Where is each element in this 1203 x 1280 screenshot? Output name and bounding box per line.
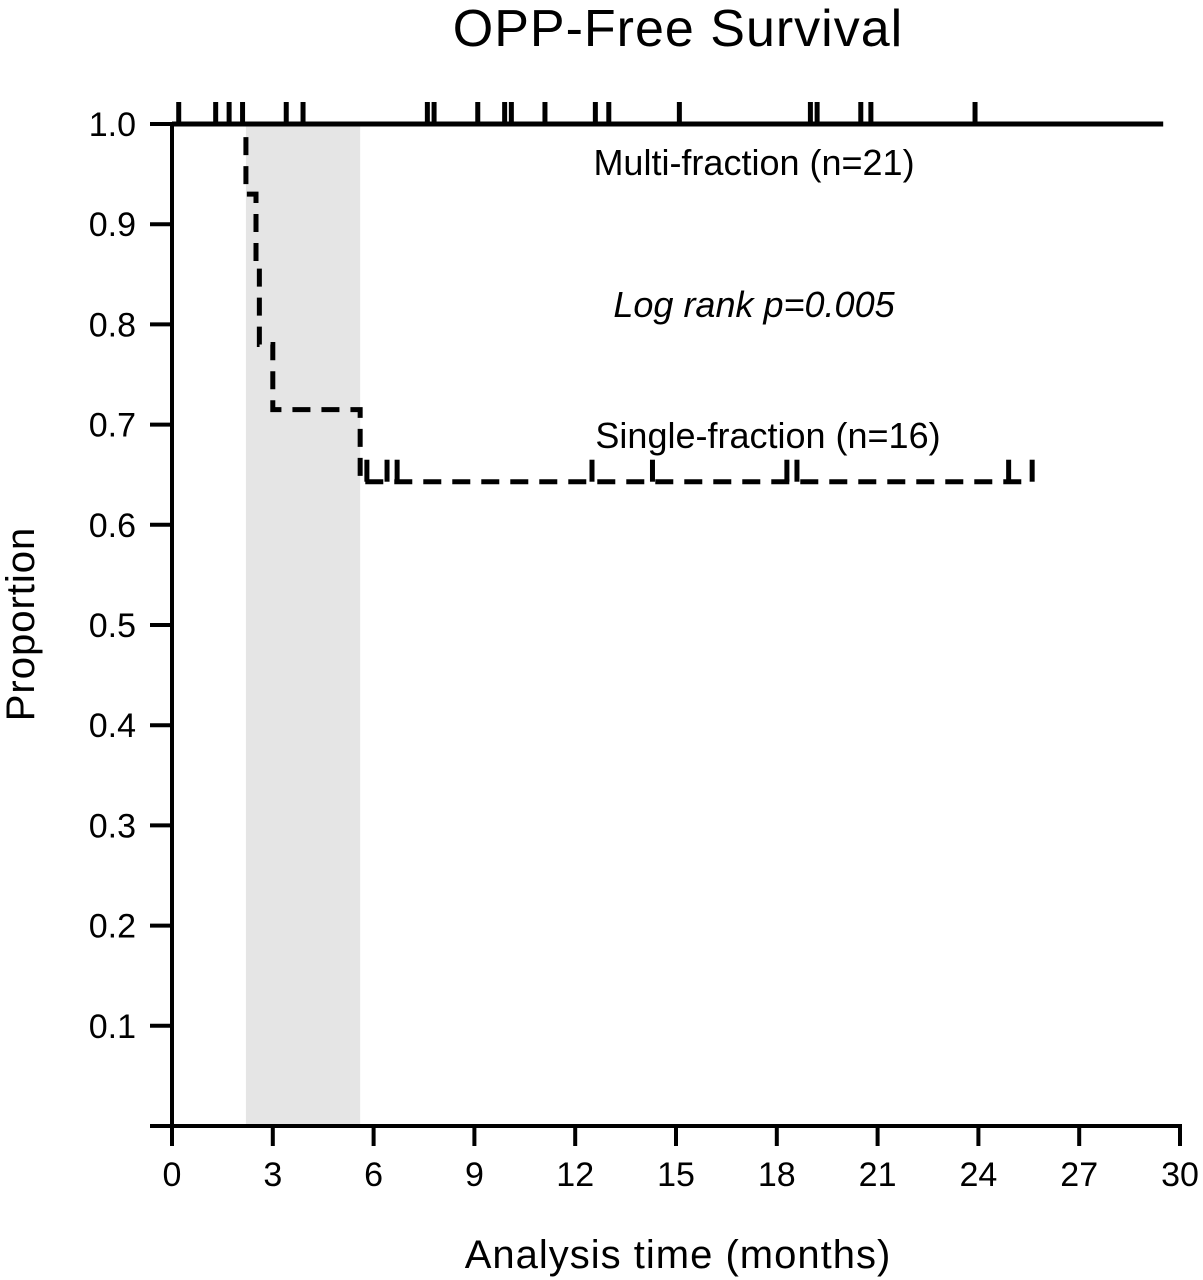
x-tick-label: 27: [1060, 1156, 1098, 1194]
shaded-region: [245, 124, 361, 1126]
plot-area: 0 3 6 9 12 15 18 21 24 27 30 0.1 0.2 0.3 0.4 0.5 0.6 0.7…: [89, 102, 1199, 1194]
y-tick-label: 0.3: [89, 807, 136, 845]
x-tick-label: 6: [364, 1156, 383, 1194]
series-1: [172, 102, 1164, 127]
chart-title: OPP-Free Survival: [453, 0, 903, 58]
y-tick-label: 0.7: [89, 407, 136, 445]
x-ticks: 0 3 6 9 12 15 18 21 24 27 30: [163, 1126, 1199, 1194]
series-layer: [172, 102, 1164, 485]
x-axis-title: Analysis time (months): [465, 1233, 892, 1277]
x-tick-label: 18: [758, 1156, 796, 1194]
annotation-log-rank: Log rank p=0.005: [613, 284, 895, 325]
x-tick-label: 3: [263, 1156, 282, 1194]
x-tick-label: 21: [859, 1156, 897, 1194]
y-ticks: 0.1 0.2 0.3 0.4 0.5 0.6 0.7 0.8 0.9 1.0: [89, 106, 172, 1046]
y-tick-label: 0.8: [89, 306, 136, 344]
y-tick-label: 1.0: [89, 106, 136, 144]
y-axis-title: Proportion: [0, 527, 43, 722]
x-tick-label: 15: [657, 1156, 695, 1194]
y-tick-label: 0.4: [89, 707, 136, 745]
x-tick-label: 0: [163, 1156, 182, 1194]
y-tick-label: 0.9: [89, 206, 136, 244]
x-tick-label: 24: [959, 1156, 997, 1194]
x-tick-label: 30: [1161, 1156, 1199, 1194]
series-line: [172, 121, 1033, 485]
annotation-multi-fraction: Multi-fraction (n=21): [593, 142, 914, 183]
y-tick-label: 0.6: [89, 507, 136, 545]
y-tick-label: 0.1: [89, 1008, 136, 1046]
x-tick-label: 9: [465, 1156, 484, 1194]
y-tick-label: 0.5: [89, 607, 136, 645]
y-tick-label: 0.2: [89, 908, 136, 946]
annotation-single-fraction: Single-fraction (n=16): [595, 415, 940, 456]
x-tick-label: 12: [556, 1156, 594, 1194]
series-2: [172, 121, 1035, 485]
